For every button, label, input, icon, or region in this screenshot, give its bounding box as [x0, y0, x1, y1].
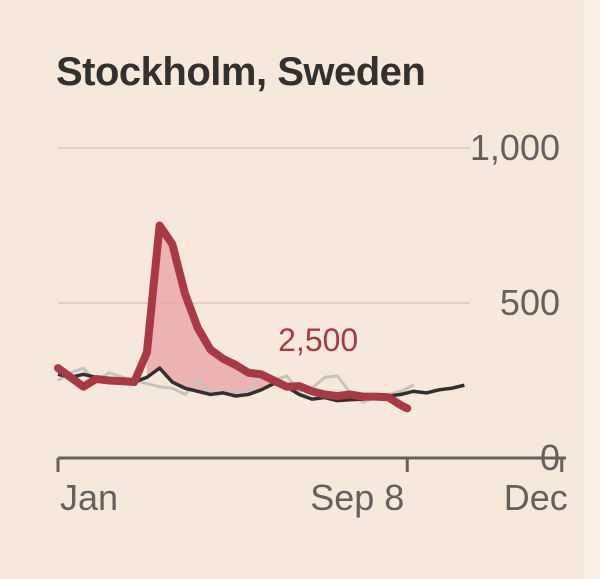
- series-line-2020: [54, 221, 412, 413]
- x-tick-label: Dec: [504, 477, 568, 518]
- x-tick-label: Sep 8: [310, 477, 404, 518]
- excess-deaths-annotation: 2,500: [278, 322, 358, 358]
- x-tick-label: Jan: [60, 477, 118, 518]
- excess-deaths-area: [146, 225, 274, 396]
- y-tick-label: 500: [500, 282, 560, 323]
- chart-title: Stockholm, Sweden: [56, 50, 426, 94]
- y-tick-label: 1,000: [470, 127, 560, 168]
- chart-panel: [0, 0, 584, 579]
